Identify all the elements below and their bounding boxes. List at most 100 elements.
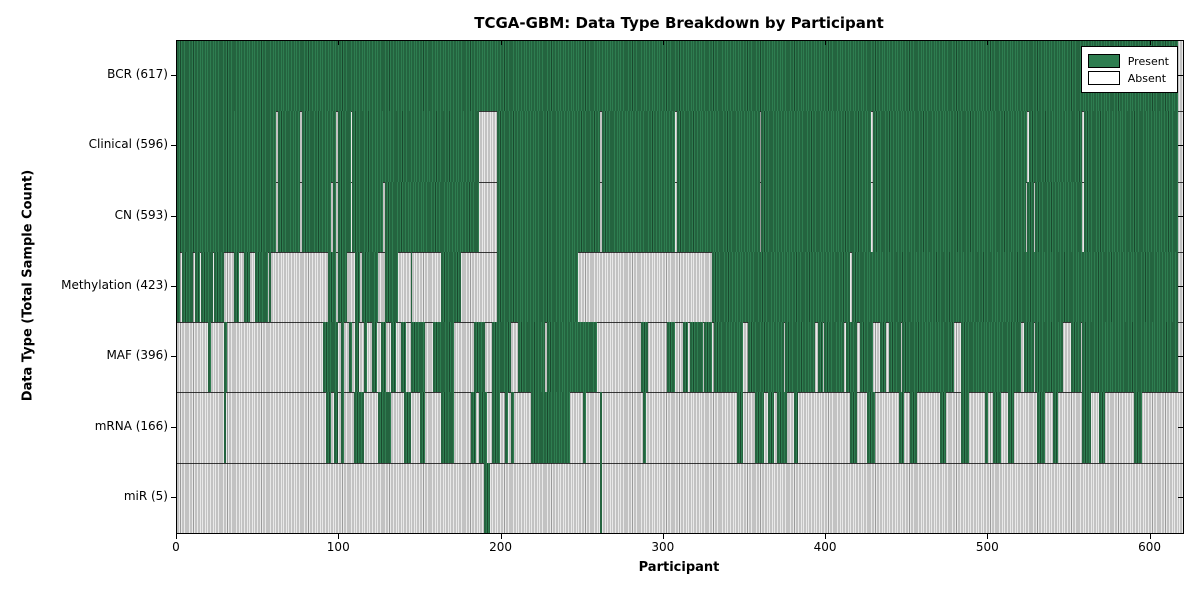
present-segment	[1036, 392, 1046, 463]
x-tick-top	[987, 40, 989, 45]
legend-entry-present: Present	[1087, 54, 1169, 68]
x-tick-bottom	[500, 534, 502, 539]
present-segment	[254, 251, 268, 323]
present-segment	[824, 322, 844, 393]
present-segment	[793, 392, 799, 463]
present-segment	[600, 462, 603, 533]
present-segment	[243, 251, 250, 323]
present-segment	[391, 322, 397, 393]
row-cn	[177, 181, 1183, 252]
present-segment	[761, 111, 872, 182]
present-segment	[496, 111, 601, 182]
present-segment	[517, 322, 546, 393]
chart-title: TCGA-GBM: Data Type Breakdown by Partici…	[474, 14, 884, 32]
row-separator	[177, 462, 1183, 464]
row-mir	[177, 462, 1183, 533]
y-tick-right	[1178, 426, 1183, 428]
present-segment	[478, 392, 487, 463]
present-segment	[371, 322, 377, 393]
present-segment	[277, 111, 301, 182]
y-tick-left	[171, 426, 176, 428]
y-tick-right	[1178, 75, 1183, 77]
plot-area: Present Absent	[176, 40, 1184, 534]
present-segment	[352, 181, 384, 252]
present-segment	[177, 181, 276, 252]
x-tick-bottom	[825, 534, 827, 539]
present-segment	[714, 322, 744, 393]
present-segment	[181, 251, 194, 323]
present-segment	[433, 322, 455, 393]
x-tick-label: 300	[651, 540, 675, 554]
present-segment	[704, 322, 713, 393]
present-segment	[269, 251, 272, 323]
y-tick-label-mrna: mRNA (166)	[94, 418, 168, 433]
present-segment	[337, 111, 351, 182]
present-segment	[736, 392, 744, 463]
present-segment	[748, 322, 784, 393]
present-segment	[850, 392, 857, 463]
legend-entry-absent: Absent	[1087, 71, 1169, 85]
present-segment	[910, 392, 917, 463]
row-maf	[177, 322, 1183, 393]
x-tick-bottom	[662, 534, 664, 539]
present-segment	[879, 322, 887, 393]
present-segment	[404, 392, 411, 463]
legend: Present Absent	[1080, 46, 1178, 93]
x-tick-bottom	[176, 534, 177, 539]
present-segment	[207, 322, 212, 393]
present-segment	[1082, 322, 1179, 393]
present-segment	[1028, 111, 1083, 182]
present-segment	[352, 111, 479, 182]
present-segment	[689, 322, 703, 393]
present-segment	[337, 251, 348, 323]
present-segment	[767, 392, 775, 463]
row-mrna	[177, 392, 1183, 463]
present-segment	[177, 41, 1179, 112]
x-axis-label: Participant	[638, 560, 720, 575]
present-segment	[960, 322, 1021, 393]
present-segment	[754, 392, 765, 463]
present-segment	[355, 322, 359, 393]
y-tick-left	[171, 286, 176, 287]
present-segment	[993, 392, 1002, 463]
present-segment	[546, 322, 598, 393]
present-segment	[233, 251, 239, 323]
present-segment	[851, 251, 1179, 323]
present-segment	[1071, 322, 1081, 393]
y-tick-left	[171, 145, 176, 147]
present-segment	[1035, 181, 1083, 252]
present-segment	[420, 392, 426, 463]
present-segment	[410, 322, 426, 393]
present-segment	[491, 392, 500, 463]
present-segment	[600, 392, 603, 463]
present-swatch	[1087, 54, 1120, 68]
present-segment	[602, 111, 676, 182]
row-methylation	[177, 251, 1183, 323]
y-tick-right	[1178, 145, 1183, 147]
y-tick-label-maf: MAF (396)	[106, 348, 168, 363]
present-segment	[491, 322, 512, 393]
present-segment	[582, 392, 586, 463]
y-tick-left	[171, 215, 176, 217]
present-segment	[845, 322, 857, 393]
present-segment	[1098, 392, 1106, 463]
present-segment	[676, 181, 760, 252]
present-segment	[960, 392, 969, 463]
present-segment	[642, 392, 646, 463]
row-separator	[177, 251, 1183, 253]
present-segment	[483, 462, 491, 533]
x-tick-label: 400	[813, 540, 837, 554]
present-segment	[785, 322, 815, 393]
y-tick-right	[1178, 496, 1183, 498]
y-tick-right	[1178, 215, 1183, 217]
present-segment	[177, 251, 181, 323]
present-segment	[201, 251, 213, 323]
present-segment	[441, 251, 461, 323]
present-segment	[683, 322, 689, 393]
y-tick-right	[1178, 356, 1183, 358]
row-bcr	[177, 41, 1183, 112]
x-tick-bottom	[1149, 534, 1151, 539]
present-segment	[860, 322, 874, 393]
present-segment	[301, 181, 332, 252]
y-tick-left	[171, 75, 176, 77]
